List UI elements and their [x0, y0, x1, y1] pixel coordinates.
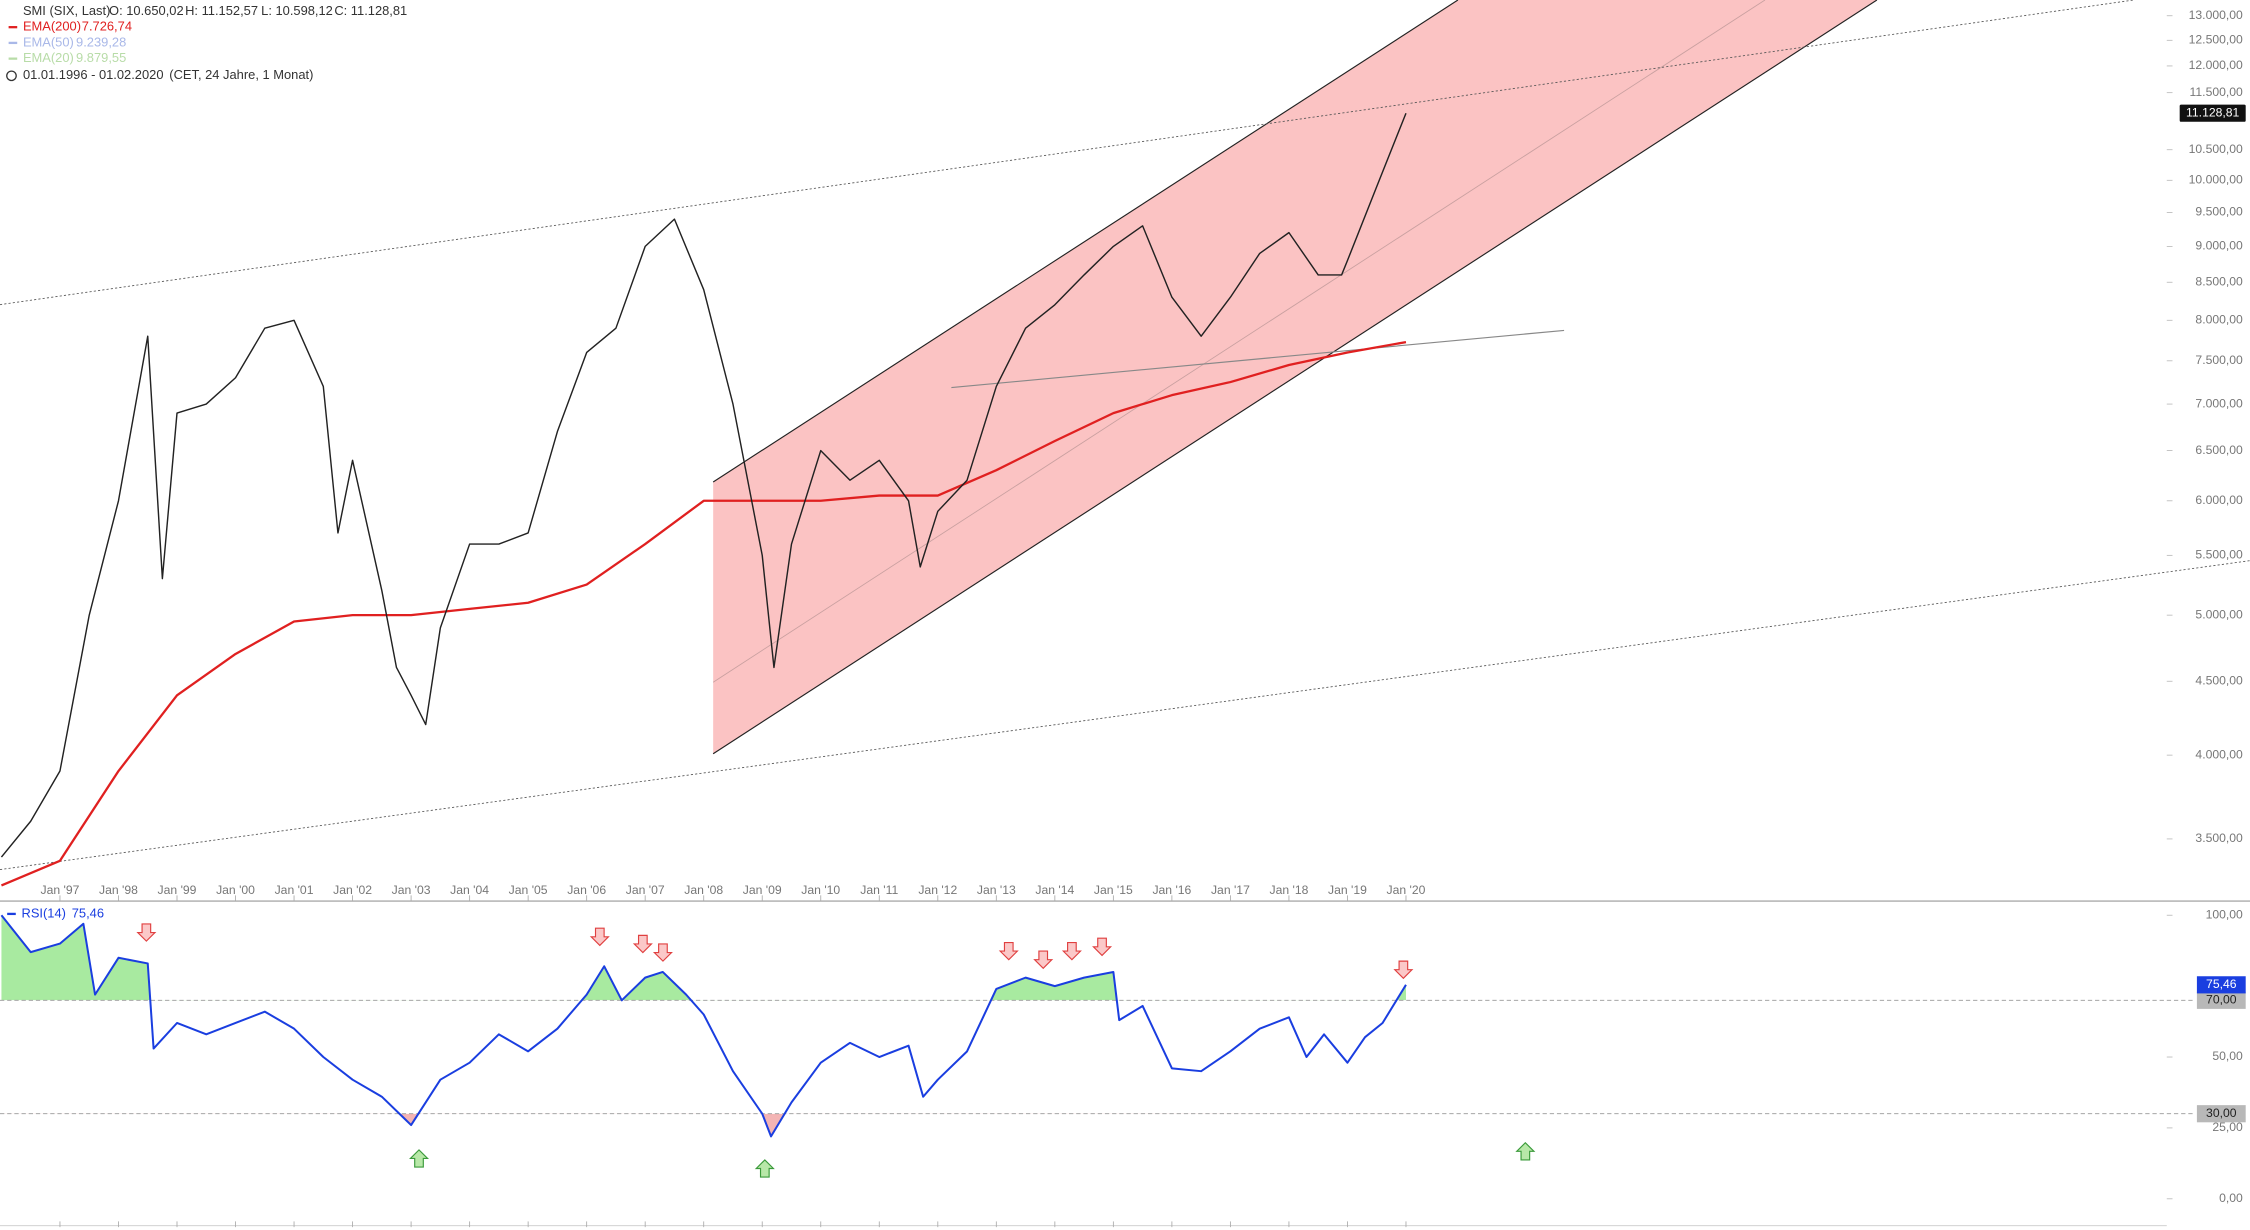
y-tick-label: 12.500,00 [2189, 33, 2243, 47]
legend-value: 9.239,28 [76, 34, 126, 49]
legend-name: EMA(50) [23, 34, 74, 49]
level-label-box [2196, 1105, 2246, 1123]
series-line [0, 112, 1407, 858]
symbol: SMI (SIX, Last) [23, 3, 110, 18]
trend-line [0, 0, 2134, 306]
sell-arrow [1033, 950, 1054, 970]
x-tick-label: Jan '17 [1211, 883, 1250, 897]
y-tick-label: 100,00 [2206, 907, 2243, 921]
close: C: 11.128,81 [334, 3, 407, 18]
x-tick-label: Jan '02 [333, 883, 372, 897]
y-tick-label: 3.500,00 [2195, 831, 2243, 845]
x-tick-label: Jan '13 [977, 883, 1016, 897]
level-label: 30,00 [2206, 1106, 2237, 1120]
x-tick-label: Jan '07 [626, 883, 665, 897]
x-tick-label: Jan '08 [684, 883, 723, 897]
range-note: (CET, 24 Jahre, 1 Monat) [169, 67, 313, 82]
x-tick-label: Jan '18 [1269, 883, 1308, 897]
legend-name: EMA(20) [23, 50, 74, 65]
y-tick-label: 4.500,00 [2195, 673, 2243, 687]
rsi-legend: RSI(14) [22, 905, 66, 920]
y-tick-label: 4.000,00 [2195, 747, 2243, 761]
low: L: 10.598,12 [261, 3, 333, 18]
x-tick-label: Jan '99 [158, 883, 197, 897]
price-label: 11.128,81 [2186, 105, 2240, 119]
series-line [0, 914, 1407, 1138]
overbought-fill [1, 915, 1406, 1001]
y-tick-label: 7.000,00 [2195, 396, 2243, 410]
x-tick-label: Jan '97 [41, 883, 80, 897]
y-tick-label: 5.000,00 [2195, 607, 2243, 621]
support-line [951, 329, 1565, 389]
y-tick-label: 11.500,00 [2190, 85, 2244, 99]
y-tick-label: 10.500,00 [2189, 142, 2243, 156]
series-line [0, 340, 1407, 887]
trend-line [0, 560, 2250, 871]
x-tick-label: Jan '09 [743, 883, 782, 897]
y-tick-label: 13.000,00 [2189, 8, 2243, 22]
buy-arrow [409, 1149, 430, 1168]
x-tick-label: Jan '98 [99, 883, 138, 897]
y-tick-label: 0,00 [2219, 1191, 2243, 1205]
open: O: 10.650,02 [109, 3, 184, 18]
rsi-label: 75,46 [2206, 977, 2237, 991]
rsi-legend-value: 75,46 [72, 905, 104, 920]
x-tick-label: Jan '14 [1035, 883, 1074, 897]
y-tick-label: 8.500,00 [2195, 275, 2243, 289]
channel-top [712, 0, 1459, 483]
y-tick-label: 6.000,00 [2195, 493, 2243, 507]
sell-arrow [632, 934, 653, 954]
y-tick-label: 10.000,00 [2189, 173, 2243, 187]
high: H: 11.152,57 [185, 3, 258, 18]
x-tick-label: Jan '12 [918, 883, 957, 897]
y-tick-label: 50,00 [2212, 1049, 2243, 1063]
buy-arrow [1515, 1141, 1536, 1161]
sell-arrow [136, 923, 157, 942]
buy-arrow [754, 1159, 775, 1178]
y-tick-label: 9.000,00 [2195, 239, 2243, 253]
x-tick-label: Jan '16 [1152, 883, 1191, 897]
sell-arrow [652, 943, 673, 962]
sell-arrow [589, 927, 610, 947]
legend-value: 9.879,55 [76, 50, 126, 65]
clock-icon [6, 70, 17, 82]
x-tick-label: Jan '15 [1094, 883, 1133, 897]
legend-name: EMA(200) [23, 19, 81, 34]
y-tick-label: 8.000,00 [2195, 313, 2243, 327]
channel-mid [712, 0, 1766, 683]
sell-arrow [1092, 937, 1113, 957]
y-tick-label: 5.500,00 [2195, 548, 2243, 562]
x-tick-label: Jan '00 [216, 883, 255, 897]
x-tick-label: Jan '06 [567, 883, 606, 897]
y-tick-label: 25,00 [2212, 1120, 2243, 1134]
oversold-fill [1, 1113, 1406, 1137]
channel-bottom [712, 0, 1878, 755]
level-label: 70,00 [2206, 993, 2237, 1007]
x-tick-label: Jan '10 [801, 883, 840, 897]
rsi-label-box [2196, 976, 2246, 994]
sell-arrow [998, 941, 1019, 961]
level-label-box [2196, 991, 2246, 1009]
sell-arrow [1393, 960, 1414, 980]
sell-arrow [1061, 941, 1082, 961]
x-tick-label: Jan '05 [509, 883, 548, 897]
y-tick-label: 12.000,00 [2189, 58, 2243, 72]
legend-value: 7.726,74 [82, 19, 132, 34]
x-tick-label: Jan '01 [275, 883, 314, 897]
x-tick-label: Jan '20 [1387, 883, 1426, 897]
date-range: 01.01.1996 - 01.02.2020 [23, 67, 164, 82]
x-tick-label: Jan '11 [860, 883, 898, 897]
y-tick-label: 7.500,00 [2195, 353, 2243, 367]
x-tick-label: Jan '19 [1328, 883, 1367, 897]
x-tick-label: Jan '03 [392, 883, 431, 897]
x-tick-label: Jan '04 [450, 883, 489, 897]
y-tick-label: 9.500,00 [2195, 205, 2243, 219]
y-tick-label: 6.500,00 [2195, 443, 2243, 457]
price-label-box [2179, 104, 2246, 122]
